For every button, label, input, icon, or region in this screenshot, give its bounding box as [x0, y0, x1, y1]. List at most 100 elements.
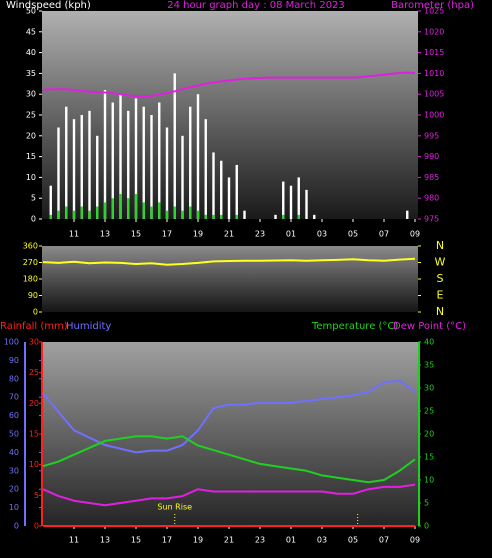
bar: [235, 214, 238, 219]
y2-tick-label: 20: [424, 430, 434, 439]
y-tick-label: 50: [9, 430, 19, 439]
y2-tick-label: 1015: [424, 48, 444, 57]
x-tick-label: 15: [131, 230, 141, 239]
y-tick-label: 90: [28, 291, 38, 300]
bar: [142, 202, 145, 219]
y2-tick-label: 25: [424, 407, 434, 416]
x-tick-label: 19: [193, 230, 203, 239]
y3-tick-label: 30: [29, 338, 39, 347]
y-tick-label: 5: [31, 194, 36, 203]
bar: [212, 214, 215, 219]
bar: [142, 106, 145, 219]
bar: [96, 206, 99, 219]
bar: [150, 115, 153, 219]
bar: [80, 206, 83, 219]
x-tick-label: 23: [255, 230, 265, 239]
bar: [406, 210, 409, 219]
y-tick-label: 90: [9, 356, 19, 365]
y2-tick-label: 10: [424, 476, 434, 485]
bar: [134, 194, 138, 219]
x-tick-label: 23: [255, 536, 265, 545]
bar: [204, 214, 207, 219]
bar: [297, 177, 300, 219]
y-tick-label: 0: [31, 215, 36, 224]
bar: [57, 127, 60, 219]
x-tick-label: 19: [193, 536, 203, 545]
legend-label: Rainfall (mm): [0, 321, 68, 332]
y-tick-label: 180: [23, 275, 38, 284]
y-tick-label: 30: [9, 466, 19, 475]
x-tick-label: 17: [162, 536, 172, 545]
y-tick-label: 20: [9, 485, 19, 494]
x-tick-label: 15: [131, 536, 141, 545]
bar: [220, 214, 223, 219]
bar: [243, 210, 246, 219]
bar: [111, 102, 114, 219]
y2-tick-label: 40: [424, 338, 434, 347]
y-tick-label: 100: [4, 338, 19, 347]
y-tick-label: 70: [9, 393, 19, 402]
x-tick-label: 11: [69, 536, 79, 545]
x-tick-label: 21: [224, 536, 234, 545]
x-tick-label: 13: [100, 230, 110, 239]
bar: [289, 185, 293, 219]
y2-tick-label: 5: [424, 499, 429, 508]
x-tick-label: 07: [379, 230, 389, 239]
bar: [80, 115, 83, 219]
y2-tick-label: 0: [424, 522, 429, 531]
plot-background: [42, 342, 418, 526]
y3-tick-label: 5: [34, 491, 39, 500]
bar: [88, 210, 91, 219]
y2-tick-label: 1000: [424, 111, 444, 120]
y-tick-label: 270: [23, 258, 38, 267]
y2-tick-label: 975: [424, 215, 439, 224]
y-axis-title: Windspeed (kph): [6, 0, 91, 11]
y2-tick-label: 1010: [424, 69, 444, 78]
bar: [49, 185, 52, 219]
legend-label: Temperature (°C): [311, 321, 398, 332]
bar: [220, 160, 223, 219]
bar: [165, 127, 169, 219]
y-tick-label: 45: [26, 27, 36, 36]
y2-tick-label: 1025: [424, 7, 444, 16]
bar: [165, 210, 169, 219]
x-tick-label: 05: [348, 536, 358, 545]
y-tick-label: 40: [9, 448, 19, 457]
x-tick-label: 01: [286, 536, 296, 545]
y3-tick-label: 15: [29, 430, 39, 439]
bar: [181, 210, 184, 219]
bar: [127, 110, 130, 219]
bar: [49, 214, 52, 219]
y2-tick-label: 15: [424, 453, 434, 462]
series-line: [42, 379, 416, 454]
bar: [196, 210, 200, 219]
y-tick-label: 20: [26, 131, 36, 140]
bar: [173, 206, 176, 219]
bar: [72, 119, 76, 219]
y3-tick-label: 0: [34, 522, 39, 531]
x-tick-label: 07: [379, 536, 389, 545]
bar: [65, 106, 68, 219]
bar: [103, 202, 107, 219]
series-line: [42, 435, 416, 484]
y2-tick-label: 35: [424, 361, 434, 370]
bar: [88, 110, 91, 219]
bar: [227, 177, 231, 219]
bar: [96, 135, 99, 219]
marker-label: Sun Rise: [157, 503, 192, 512]
bar: [212, 152, 215, 219]
x-tick-label: 17: [162, 230, 172, 239]
series-line: [42, 257, 416, 266]
bar: [282, 181, 285, 219]
x-tick-label: 21: [224, 230, 234, 239]
y-tick-label: 10: [9, 503, 19, 512]
x-tick-label: 09: [410, 536, 420, 545]
x-tick-label: 01: [286, 230, 296, 239]
bar: [72, 210, 76, 219]
y2-tick-label: N: [436, 305, 444, 318]
y-tick-label: 80: [9, 374, 19, 383]
y-tick-label: 10: [26, 173, 36, 182]
bar: [189, 206, 192, 219]
series-line: [42, 483, 416, 507]
bar: [313, 214, 316, 219]
